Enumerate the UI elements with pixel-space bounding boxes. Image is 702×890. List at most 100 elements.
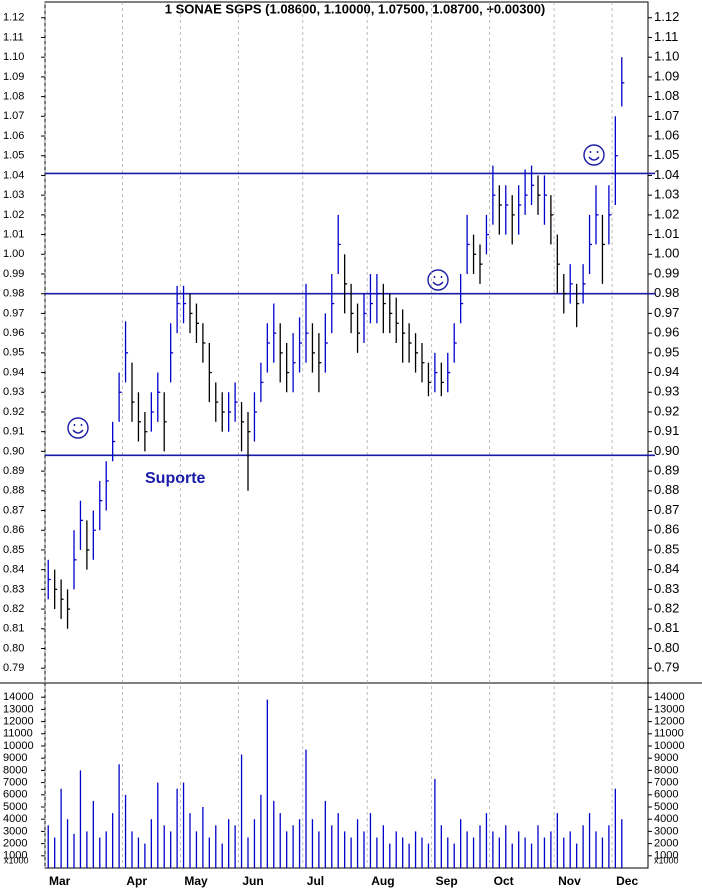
y-tick-label: 0.97: [654, 305, 679, 320]
v-tick-label: 5000: [3, 801, 27, 813]
y-tick-label: 0.96: [654, 325, 679, 340]
y-tick-label: 1.08: [3, 91, 24, 103]
y-tick-label: 0.95: [654, 344, 679, 359]
y-tick-label: 1.10: [654, 49, 679, 64]
x-tick-label: May: [184, 874, 208, 888]
v-tick-label: 3000: [3, 825, 27, 837]
v-tick-label: 11000: [654, 728, 684, 740]
y-tick-label: 0.84: [654, 561, 679, 576]
y-tick-label: 0.91: [654, 423, 679, 438]
y-tick-label: 1.08: [654, 88, 679, 103]
y-tick-label: 0.88: [3, 485, 24, 497]
smiley: [67, 417, 89, 439]
y-tick-label: 1.06: [3, 130, 24, 142]
v-tick-label: 13000: [654, 703, 685, 715]
y-tick-label: 0.87: [654, 502, 679, 517]
x-tick-label: Mar: [49, 874, 71, 888]
y-tick-label: 1.05: [3, 150, 24, 162]
y-tick-label: 0.81: [3, 623, 24, 635]
v-tick-label: 1000: [3, 850, 27, 862]
v-tick-label: 8000: [3, 764, 27, 776]
v-tick-label: 9000: [654, 752, 678, 764]
y-tick-label: 0.84: [3, 564, 24, 576]
v-tick-label: 4000: [3, 813, 27, 825]
v-tick-label: 2000: [654, 838, 678, 850]
y-tick-label: 0.97: [3, 307, 24, 319]
y-tick-label: 1.06: [654, 127, 679, 142]
v-tick-label: 14000: [3, 691, 34, 703]
y-tick-label: 0.94: [654, 364, 679, 379]
y-tick-label: 0.80: [654, 640, 679, 655]
x-tick-label: Dec: [616, 874, 638, 888]
y-tick-label: 1.03: [654, 187, 679, 202]
y-tick-label: 0.81: [654, 620, 679, 635]
y-tick-label: 0.90: [3, 445, 24, 457]
smiley: [583, 144, 605, 166]
y-tick-label: 0.94: [3, 366, 24, 378]
smiley: [427, 269, 449, 291]
y-tick-label: 0.90: [654, 443, 679, 458]
y-tick-label: 1.11: [3, 31, 24, 43]
v-tick-label: 9000: [3, 752, 27, 764]
v-tick-label: 2000: [3, 838, 27, 850]
v-tick-label: 10000: [654, 740, 685, 752]
y-tick-label: 1.04: [3, 169, 24, 181]
y-tick-label: 0.91: [3, 426, 24, 438]
v-tick-label: 1000: [654, 850, 678, 862]
y-tick-label: 0.86: [654, 522, 679, 537]
y-tick-label: 1.02: [654, 206, 679, 221]
chart-title: 1 SONAE SGPS (1.08600, 1.10000, 1.07500,…: [165, 1, 546, 16]
y-tick-label: 0.87: [3, 504, 24, 516]
volume-unit: x1000: [654, 855, 679, 865]
v-tick-label: 3000: [654, 825, 678, 837]
y-tick-label: 1.09: [3, 71, 24, 83]
annotation: Suporte: [145, 470, 206, 487]
y-tick-label: 1.07: [3, 110, 24, 122]
frame: [44, 1, 649, 869]
y-tick-label: 1.01: [3, 228, 24, 240]
y-tick-label: 0.85: [3, 544, 24, 556]
y-tick-label: 1.04: [654, 167, 679, 182]
v-tick-label: 12000: [654, 716, 685, 728]
y-tick-label: 0.83: [654, 581, 679, 596]
x-tick-label: Jun: [242, 874, 263, 888]
y-tick-label: 1.11: [654, 29, 678, 44]
v-tick-label: 6000: [654, 789, 678, 801]
y-tick-label: 1.02: [3, 209, 24, 221]
v-tick-label: 11000: [3, 728, 33, 740]
v-tick-label: 5000: [654, 801, 678, 813]
y-tick-label: 0.92: [3, 406, 24, 418]
y-tick-label: 1.10: [3, 51, 24, 63]
v-tick-label: 4000: [654, 813, 678, 825]
y-tick-label: 0.82: [3, 603, 24, 615]
v-tick-label: 6000: [3, 789, 27, 801]
x-tick-label: Aug: [371, 874, 394, 888]
y-tick-label: 1.01: [654, 226, 679, 241]
v-tick-label: 7000: [3, 777, 27, 789]
v-tick-label: 8000: [654, 764, 678, 776]
y-tick-label: 0.82: [654, 601, 679, 616]
v-tick-label: 14000: [654, 691, 685, 703]
y-tick-label: 0.99: [3, 268, 24, 280]
v-tick-label: 13000: [3, 703, 34, 715]
y-tick-label: 0.98: [3, 288, 24, 300]
v-tick-label: 10000: [3, 740, 34, 752]
y-tick-label: 0.80: [3, 642, 24, 654]
y-tick-label: 0.88: [654, 482, 679, 497]
v-tick-label: 7000: [654, 777, 678, 789]
y-tick-label: 1.03: [3, 189, 24, 201]
y-tick-label: 0.79: [654, 660, 679, 675]
y-tick-label: 1.05: [654, 147, 679, 162]
y-tick-label: 0.99: [654, 265, 679, 280]
y-tick-label: 1.12: [654, 9, 679, 24]
y-tick-label: 0.92: [654, 403, 679, 418]
y-tick-label: 0.89: [3, 465, 24, 477]
y-tick-label: 1.00: [654, 246, 679, 261]
y-tick-label: 0.85: [654, 541, 679, 556]
y-tick-label: 0.79: [3, 662, 24, 674]
y-tick-label: 1.12: [3, 12, 24, 24]
x-tick-label: Sep: [436, 874, 458, 888]
x-tick-label: Apr: [126, 874, 147, 888]
y-tick-label: 0.86: [3, 524, 24, 536]
